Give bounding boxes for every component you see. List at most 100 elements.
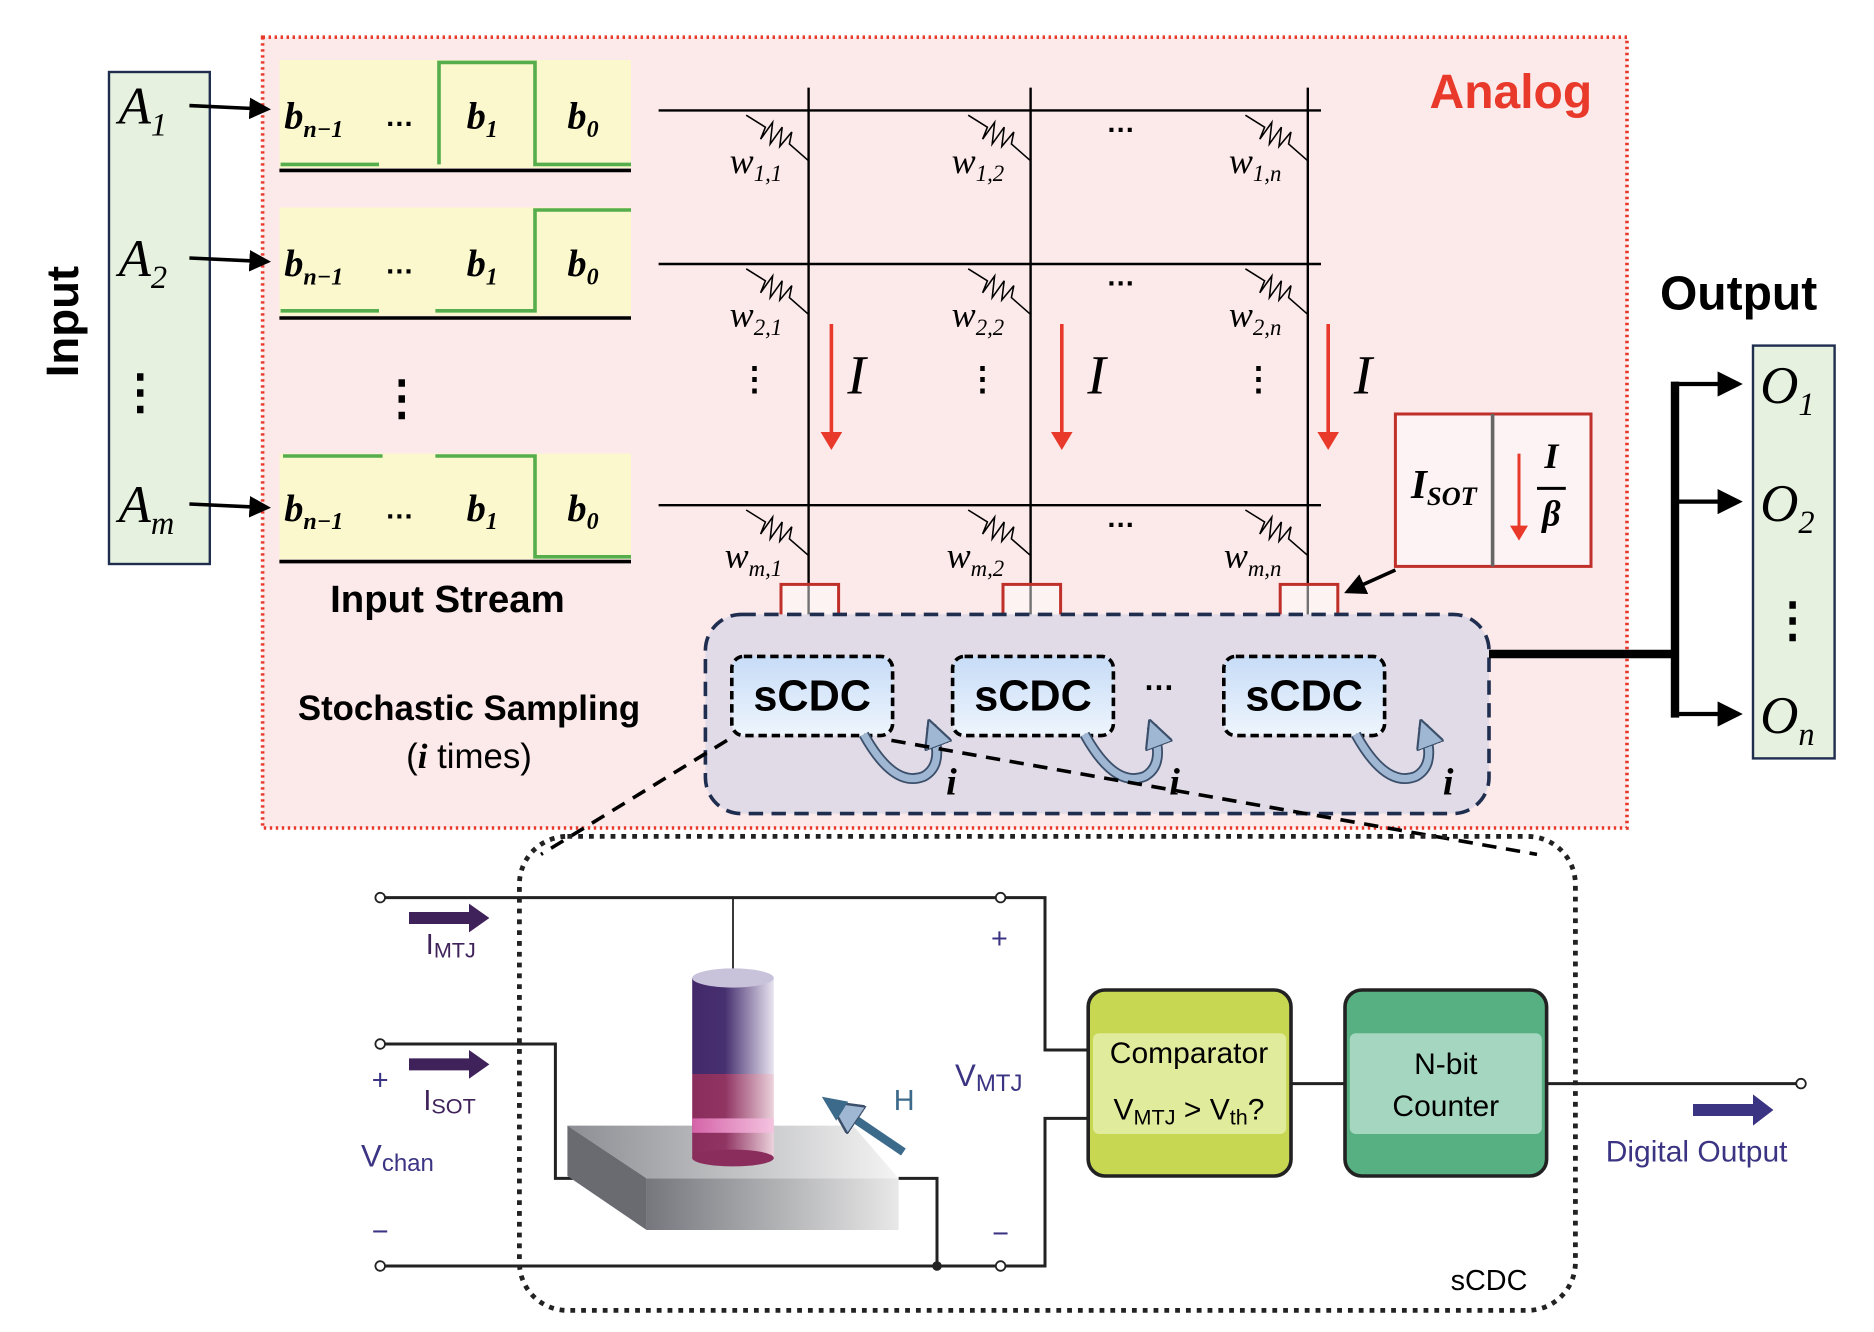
vmtj-minus: − bbox=[992, 1218, 1009, 1250]
input-vdots: ⋮ bbox=[116, 366, 164, 419]
h-field-arrowhead bbox=[821, 1096, 849, 1121]
input-stream-row: bn−1 … b1 b0 bbox=[279, 453, 631, 564]
stream-bit: b0 bbox=[567, 95, 598, 142]
analog-label: Analog bbox=[1430, 66, 1593, 119]
resistor-icon bbox=[1244, 268, 1309, 315]
stream-bit: bn−1 bbox=[284, 95, 343, 142]
stream-waveform bbox=[280, 208, 631, 313]
isot-denominator: β bbox=[1540, 494, 1561, 534]
crossbar-hdots: … bbox=[1106, 261, 1135, 293]
scdc-block-label: sCDC bbox=[1245, 672, 1363, 720]
input-arrow bbox=[189, 495, 271, 518]
resistor-icon bbox=[745, 114, 810, 162]
comparator-condition: VMTJ > Vth? bbox=[1114, 1094, 1265, 1130]
scdc-block: sCDC i bbox=[1222, 654, 1454, 803]
weight-label: wm,1 bbox=[725, 536, 783, 581]
iteration-label: i bbox=[1443, 761, 1454, 803]
terminal bbox=[994, 1260, 1007, 1272]
output-vector-box bbox=[1751, 344, 1836, 760]
isot-current-arrow bbox=[409, 1050, 490, 1079]
comparator-title: Comparator bbox=[1110, 1037, 1268, 1070]
crossbar-hdots: … bbox=[1106, 502, 1135, 534]
iteration-label: i bbox=[946, 761, 957, 803]
vmtj-label: VMTJ bbox=[955, 1058, 1022, 1097]
stream-bit: bn−1 bbox=[284, 488, 343, 535]
terminal bbox=[374, 891, 386, 904]
h-field-label: H bbox=[894, 1085, 915, 1117]
crossbar-vdots: ⋮ bbox=[1242, 361, 1276, 398]
scdc-block-label: sCDC bbox=[974, 672, 1092, 720]
imtj-label: IMTJ bbox=[426, 929, 476, 963]
crossbar-vdots: ⋮ bbox=[966, 361, 1000, 398]
imtj-arrow bbox=[409, 903, 490, 933]
weight-label: w2,1 bbox=[730, 294, 783, 339]
stream-waveform bbox=[280, 60, 631, 167]
isot-pointer-arrow bbox=[1344, 568, 1397, 595]
output-item-label: O2 bbox=[1760, 475, 1814, 541]
output-item-label: On bbox=[1760, 687, 1814, 753]
resistor-icon bbox=[967, 268, 1032, 315]
counter-line2: Counter bbox=[1392, 1090, 1499, 1123]
terminal bbox=[994, 891, 1007, 904]
stream-bit: b1 bbox=[467, 95, 498, 142]
stream-bit: b1 bbox=[467, 488, 498, 535]
scdc-detail-label: sCDC bbox=[1451, 1265, 1528, 1297]
comparator-block: Comparator VMTJ > Vth? bbox=[1086, 988, 1293, 1178]
terminal bbox=[1795, 1077, 1807, 1090]
counter-line1: N-bit bbox=[1414, 1048, 1478, 1081]
input-stream-vdots: ⋮ bbox=[378, 372, 426, 425]
weight-label: w1,1 bbox=[730, 141, 783, 186]
crossbar-hdots: … bbox=[1106, 107, 1135, 139]
input-vector-box bbox=[107, 70, 212, 566]
sampling-times-label: (i times) bbox=[406, 737, 532, 776]
input-stream-row: bn−1 … b1 b0 bbox=[279, 207, 631, 320]
scdc-hdots: … bbox=[1143, 662, 1174, 697]
resistor-icon bbox=[967, 509, 1032, 557]
vchan-label: Vchan bbox=[361, 1138, 434, 1177]
scdc-detail-box bbox=[516, 833, 1578, 1313]
scdc-block-label: sCDC bbox=[753, 672, 871, 720]
current-label: I bbox=[1086, 345, 1108, 406]
resistor-icon bbox=[745, 509, 810, 557]
scdc-block: sCDC i bbox=[950, 654, 1180, 803]
digital-output-label: Digital Output bbox=[1606, 1136, 1788, 1169]
isot-label: ISOT bbox=[1410, 462, 1478, 511]
stream-ellipsis: … bbox=[385, 249, 414, 281]
iteration-label: i bbox=[1169, 761, 1180, 803]
h-field-arrow bbox=[836, 1106, 906, 1156]
isot-box: ISOT I β bbox=[1393, 412, 1593, 568]
stream-bit: b0 bbox=[567, 488, 598, 535]
isot-current-label: ISOT bbox=[423, 1085, 475, 1119]
vchan-minus: − bbox=[372, 1216, 389, 1248]
output-item-label: O1 bbox=[1760, 357, 1814, 423]
input-stream-row: bn−1 … b1 b0 bbox=[279, 60, 631, 173]
resistor-icon bbox=[1244, 509, 1309, 557]
input-arrow bbox=[189, 249, 271, 272]
scdc-block: sCDC i bbox=[730, 654, 957, 803]
stochastic-sampling-label: Stochastic Sampling bbox=[298, 689, 640, 728]
weight-label: w1,n bbox=[1229, 141, 1282, 186]
vmtj-plus: + bbox=[991, 923, 1008, 955]
input-item-label: Am bbox=[116, 476, 175, 542]
scdc-detail: H IMTJ ISOT + Vchan − + VMTJ − Comparato… bbox=[361, 833, 1807, 1313]
terminal bbox=[374, 1260, 386, 1272]
nbit-counter-block: N-bit Counter bbox=[1343, 988, 1549, 1178]
stream-waveform bbox=[283, 454, 631, 559]
terminal bbox=[374, 1038, 386, 1050]
stream-bit: b0 bbox=[567, 243, 598, 290]
output-vdots: ⋮ bbox=[1769, 594, 1817, 647]
resistor-icon bbox=[967, 114, 1032, 162]
digital-output-arrow bbox=[1693, 1094, 1774, 1126]
vchan-plus: + bbox=[372, 1065, 389, 1097]
input-item-label: A1 bbox=[116, 78, 167, 144]
stream-bit: bn−1 bbox=[284, 243, 343, 290]
isot-numerator: I bbox=[1543, 436, 1560, 476]
stream-ellipsis: … bbox=[385, 101, 414, 133]
output-label: Output bbox=[1660, 268, 1817, 321]
stream-bit: b1 bbox=[467, 243, 498, 290]
weight-label: wm,n bbox=[1224, 536, 1282, 581]
weight-label: w1,2 bbox=[952, 141, 1005, 186]
resistor-icon bbox=[1244, 114, 1309, 162]
current-label: I bbox=[846, 345, 868, 406]
